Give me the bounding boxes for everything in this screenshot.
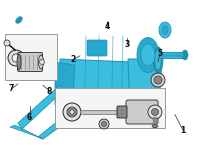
FancyBboxPatch shape	[55, 88, 165, 128]
Circle shape	[99, 119, 109, 129]
Text: 6: 6	[27, 113, 32, 122]
Ellipse shape	[141, 44, 155, 66]
Circle shape	[102, 122, 107, 127]
Circle shape	[67, 107, 77, 117]
Text: 5: 5	[157, 49, 163, 58]
Circle shape	[40, 60, 45, 65]
Circle shape	[70, 110, 74, 114]
Circle shape	[151, 73, 165, 87]
Text: 3: 3	[124, 40, 130, 49]
Polygon shape	[18, 85, 63, 129]
Text: 2: 2	[70, 55, 76, 64]
Circle shape	[4, 40, 10, 46]
Polygon shape	[38, 99, 90, 139]
FancyBboxPatch shape	[126, 100, 158, 124]
Polygon shape	[128, 59, 162, 119]
FancyBboxPatch shape	[87, 40, 107, 56]
Circle shape	[63, 103, 81, 121]
FancyBboxPatch shape	[117, 106, 127, 118]
Ellipse shape	[162, 25, 168, 35]
Circle shape	[154, 76, 162, 84]
Ellipse shape	[137, 37, 159, 72]
Circle shape	[12, 54, 20, 62]
Ellipse shape	[182, 50, 188, 60]
Ellipse shape	[17, 54, 21, 70]
Ellipse shape	[152, 125, 158, 127]
Ellipse shape	[16, 17, 22, 23]
Circle shape	[152, 108, 158, 116]
FancyBboxPatch shape	[5, 34, 57, 80]
Ellipse shape	[159, 22, 171, 38]
Polygon shape	[10, 125, 43, 139]
Text: 1: 1	[180, 126, 186, 135]
FancyBboxPatch shape	[18, 52, 43, 71]
Ellipse shape	[155, 50, 161, 70]
Ellipse shape	[153, 47, 163, 73]
Ellipse shape	[39, 55, 44, 69]
Text: 4: 4	[104, 22, 110, 31]
Text: 8: 8	[47, 87, 52, 96]
Polygon shape	[55, 62, 75, 109]
Circle shape	[8, 50, 24, 66]
Circle shape	[148, 105, 162, 119]
Text: 7: 7	[9, 84, 14, 93]
Polygon shape	[60, 59, 132, 112]
